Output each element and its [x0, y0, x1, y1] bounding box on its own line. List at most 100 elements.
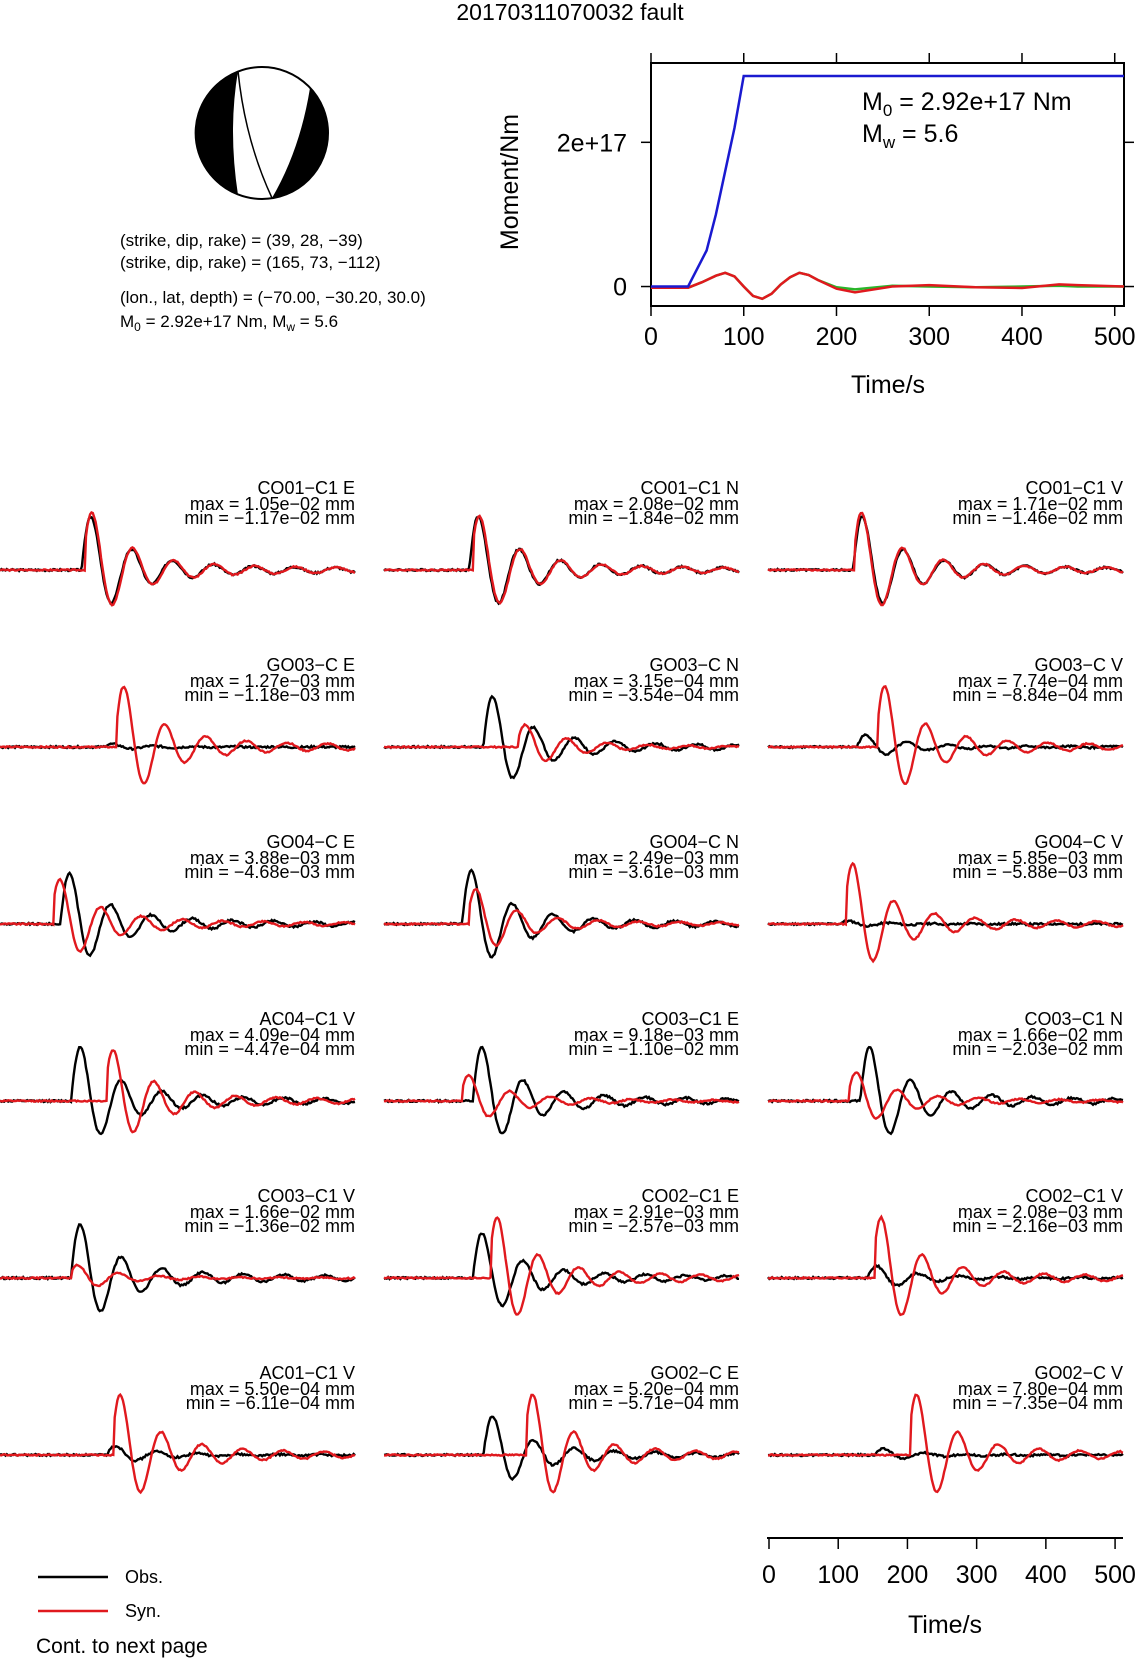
station-min: min = −2.03e−02 mm [952, 1039, 1123, 1059]
beachball-compression-left [194, 71, 238, 195]
station-max: max = 3.15e−04 mm [574, 671, 739, 691]
bottom-xtick-label: 100 [817, 1561, 859, 1589]
station-label: GO04−C V [1034, 832, 1123, 852]
station-min: min = −5.71e−04 mm [568, 1393, 739, 1413]
moment-mw-annotation: Mw = 5.6 [862, 120, 958, 152]
synthetic-trace [384, 1393, 740, 1494]
footer-continue-note: Cont. to next page [36, 1635, 208, 1658]
bottom-xtick-label: 300 [956, 1561, 998, 1589]
station-label: CO03−C1 E [641, 1009, 739, 1029]
synthetic-trace [0, 1263, 356, 1288]
legend: Obs. Syn. [38, 1567, 163, 1621]
moment-ylabel: Moment/Nm [496, 114, 524, 250]
moment-m0-annotation: M0 = 2.92e+17 Nm [862, 88, 1072, 120]
synthetic-trace [383, 514, 740, 605]
station-max: max = 2.49e−03 mm [574, 848, 739, 868]
station-label: GO03−C N [649, 655, 739, 675]
mechanism-plane-2: (strike, dip, rake) = (165, 73, −112) [120, 253, 380, 272]
synthetic-trace [0, 1049, 356, 1134]
moment-panel-frame [650, 62, 1125, 307]
moment-ytick-label: 2e+17 [557, 129, 627, 157]
station-max: max = 1.27e−03 mm [190, 671, 355, 691]
moment-xticks: 0 100 200 300 400 500 [644, 53, 1136, 351]
synthetic-trace [0, 1392, 356, 1495]
station-label: GO03−C V [1034, 655, 1123, 675]
station-label: CO03−C1 V [257, 1186, 355, 1206]
mechanism-moment-line: M0 = 2.92e+17 Nm, Mw = 5.6 [120, 312, 338, 334]
synthetic-trace [0, 511, 356, 607]
moment-xtick-label: 0 [644, 323, 658, 351]
station-label: GO04−C N [649, 832, 739, 852]
legend-obs-label: Obs. [125, 1567, 163, 1587]
station-max: max = 2.08e−03 mm [958, 1202, 1123, 1222]
station-min: min = −1.10e−02 mm [568, 1039, 739, 1059]
station-label: AC04−C1 V [259, 1009, 355, 1029]
moment-xtick-label: 300 [908, 323, 950, 351]
moment-panel: 0 100 200 300 400 500 0 2e+17 Time/s Moment/Nm… [496, 53, 1136, 399]
moment-xtick-label: 200 [816, 323, 858, 351]
station-label: CO02−C1 E [641, 1186, 739, 1206]
synthetic-trace [383, 722, 740, 763]
observed-trace [383, 868, 740, 959]
synthetic-trace [767, 861, 1124, 964]
station-max: max = 5.85e−03 mm [958, 848, 1123, 868]
synthetic-trace [0, 685, 356, 785]
observed-trace [767, 1045, 1124, 1136]
legend-syn-label: Syn. [125, 1601, 161, 1621]
station-max: max = 7.80e−04 mm [958, 1379, 1123, 1399]
moment-series-line-1 [651, 271, 1125, 301]
observed-trace [383, 694, 740, 780]
synthetic-trace [0, 877, 356, 954]
mechanism-plane-1: (strike, dip, rake) = (39, 28, −39) [120, 231, 363, 250]
station-max: max = 2.91e−03 mm [574, 1202, 739, 1222]
station-min: min = −4.47e−04 mm [184, 1039, 355, 1059]
station-label: CO01−C1 N [640, 478, 739, 498]
station-min: min = −3.61e−03 mm [568, 862, 739, 882]
moment-xtick-label: 100 [723, 323, 765, 351]
observed-trace [0, 1223, 356, 1313]
station-max: max = 4.09e−04 mm [190, 1025, 355, 1045]
station-label: CO01−C1 V [1025, 478, 1123, 498]
mechanism-location: (lon., lat, depth) = (−70.00, −30.20, 30… [120, 288, 426, 307]
station-max: max = 5.20e−04 mm [574, 1379, 739, 1399]
station-max: max = 9.18e−03 mm [574, 1025, 739, 1045]
focal-mechanism-beachball [194, 66, 329, 200]
station-min: min = −1.17e−02 mm [184, 508, 355, 528]
synthetic-trace [768, 685, 1124, 786]
moment-xlabel: Time/s [851, 371, 925, 399]
station-min: min = −2.57e−03 mm [568, 1216, 739, 1236]
station-max: max = 1.05e−02 mm [190, 494, 355, 514]
bottom-xtick-label: 500 [1094, 1561, 1136, 1589]
bottom-xtick-label: 0 [762, 1561, 776, 1589]
bottom-axis-xlabel: Time/s [908, 1611, 982, 1639]
station-label: GO02−C V [1034, 1363, 1123, 1383]
station-min: min = −1.36e−02 mm [184, 1216, 355, 1236]
station-min: min = −1.84e−02 mm [568, 508, 739, 528]
figure-title: 20170311070032 fault [456, 0, 684, 25]
beachball-compression-right [272, 88, 328, 198]
nodal-plane-1 [237, 70, 273, 199]
station-max: max = 2.08e−02 mm [574, 494, 739, 514]
observed-trace [0, 871, 356, 958]
station-min: min = −4.68e−03 mm [184, 862, 355, 882]
synthetic-trace [767, 1071, 1124, 1120]
station-min: min = −3.54e−04 mm [568, 685, 739, 705]
synthetic-trace [383, 1216, 740, 1316]
station-label: GO02−C E [650, 1363, 739, 1383]
